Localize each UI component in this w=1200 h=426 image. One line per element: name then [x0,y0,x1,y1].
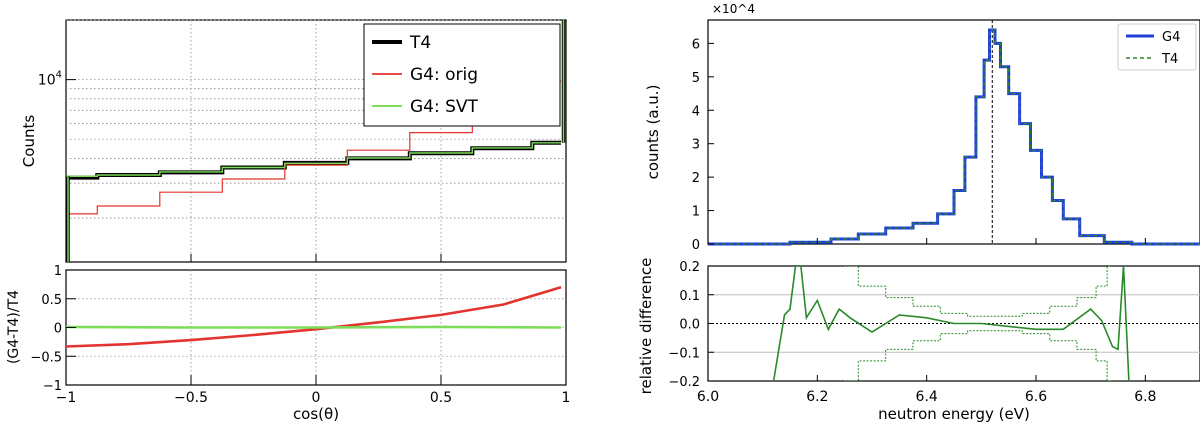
right-top-series-1 [708,29,1200,245]
right-bottom-ytick-label-4: 0.2 [679,260,700,275]
left-bottom-ylabel: (G4-T4)/T4 [6,290,22,364]
right-bottom-series-0 [772,266,1130,381]
left-top-panel: 104 Counts T4 G4: orig G4: SVT [20,19,567,263]
right-bottom-series-1 [844,266,1113,317]
right-bottom-xlabel: neutron energy (eV) [878,405,1030,423]
left-bottom-xtick-label-3: 0.5 [430,390,452,406]
left-bottom-series-1 [65,325,562,329]
left-bottom-xtick-label-0: −1 [56,390,77,406]
right-bottom-xtick-label-3: 6.6 [1025,389,1047,405]
right-top-ytick-label-5: 5 [692,71,700,86]
right-bottom-xtick-label-2: 6.4 [916,389,938,405]
right-bottom-ylabel: relative difference [637,258,655,395]
right-bottom-xtick-label-0: 6.0 [697,389,719,405]
right-top-ylabel: counts (a.u.) [644,85,662,180]
right-top-multiplier: ×10^4 [712,2,755,16]
right-bottom-xtick-label-4: 6.8 [1134,389,1156,405]
left-top-legend-label-2: G4: SVT [410,97,479,117]
right-top-frame [707,19,1200,245]
right-top-ytick-label-1: 1 [692,205,700,220]
right-bottom-panel: −0.2 −0.1 0.0 0.1 0.2 6.0 6.2 6.4 6.6 6.8 relativ… [637,258,1200,423]
right-top-ytick-label-2: 2 [692,171,700,186]
left-bottom-ytick-label-1: −0.5 [30,350,62,365]
right-top-legend-label-1: T4 [1161,52,1178,67]
left-bottom-ytick-label-2: 0 [54,322,62,337]
left-top-legend: T4 G4: orig G4: SVT [363,23,561,127]
right-bottom-ytick-label-0: −0.2 [668,375,700,390]
left-bottom-xtick-label-2: 0 [312,390,321,406]
right-top-legend-label-0: G4 [1162,30,1180,45]
left-bottom-ytick-label-3: 0.5 [41,293,62,308]
right-bottom-series-2 [844,330,1113,381]
right-top-ytick-label-3: 3 [692,138,700,153]
left-top-ytick-label-0: 104 [38,70,62,89]
right-bottom-xtick-label-1: 6.2 [806,389,828,405]
left-bottom-xtick-label-4: 1 [562,390,571,406]
right-bottom-ytick-label-1: −0.1 [668,346,700,361]
right-top-ytick-label-4: 4 [692,104,700,119]
left-top-legend-label-0: T4 [409,33,431,53]
right-top-ytick-label-6: 6 [692,37,700,52]
left-top-legend-label-1: G4: orig [410,65,478,85]
left-bottom-xtick-label-1: −0.5 [174,390,208,406]
left-top-series-2 [66,142,561,177]
left-bottom-ytick-label-4: 1 [54,264,62,279]
left-bottom-panel: −1 −0.5 0 0.5 1 −1 −0.5 0 0.5 1 (G4-T4)/T4 cos(θ) [6,264,570,423]
left-top-ylabel: Counts [20,115,38,168]
left-bottom-ytick-label-0: −1 [43,379,62,394]
right-bottom-ytick-label-3: 0.1 [679,289,700,304]
left-bottom-series-0 [65,286,562,348]
right-bottom-ytick-label-2: 0.0 [679,318,700,333]
right-top-ytick-label-0: 0 [692,238,700,253]
left-bottom-xlabel: cos(θ) [293,405,339,423]
